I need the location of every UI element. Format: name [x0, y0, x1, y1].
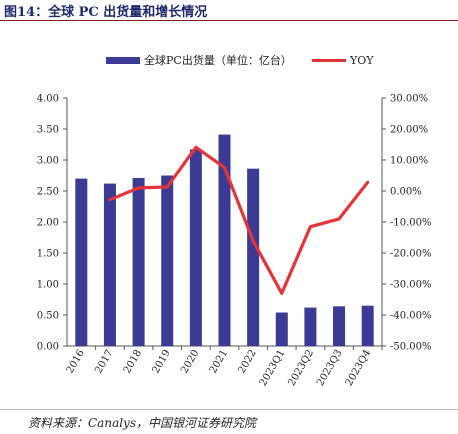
right-tick-label: -20.00% [390, 249, 432, 260]
legend-label-shipments: 全球PC出货量（单位：亿台） [144, 53, 292, 67]
x-tick-label: 2020 [179, 348, 201, 376]
x-tick-label: 2021 [208, 348, 230, 376]
bar-2021 [218, 134, 231, 346]
x-tick-label: 2023Q2 [286, 348, 316, 388]
x-tick-label: 2023Q4 [344, 348, 374, 388]
left-tick-label: 0.50 [37, 311, 59, 322]
bar-2022 [247, 168, 260, 346]
figure-title: 图14：全球 PC 出货量和增长情况 [4, 5, 208, 20]
x-tick-label: 2016 [65, 348, 87, 376]
bar-2023Q3 [333, 306, 346, 346]
figure-header: 图14：全球 PC 出货量和增长情况 [0, 0, 458, 21]
source-note: 资料来源：Canalys，中国银河证券研究院 [28, 416, 256, 430]
left-tick-label: 1.00 [37, 280, 59, 291]
left-tick-label: 2.00 [37, 218, 59, 229]
x-tick-label: 2023Q1 [258, 348, 288, 388]
bar-2020 [189, 149, 202, 346]
right-tick-label: 20.00% [390, 125, 428, 136]
right-tick-label: -50.00% [390, 342, 432, 353]
x-tick-label: 2023Q3 [315, 348, 345, 388]
right-tick-label: -10.00% [390, 218, 432, 229]
yoy-line [108, 145, 370, 295]
right-tick-label: 30.00% [390, 94, 428, 105]
bar-2023Q4 [361, 305, 374, 346]
left-tick-label: 4.00 [37, 94, 59, 105]
right-tick-label: -40.00% [390, 311, 432, 322]
yoy-line-series [108, 145, 370, 295]
x-tick-label: 2019 [151, 348, 173, 376]
left-tick-label: 3.00 [37, 156, 59, 167]
chart-axes: 0.00 0.50 1.00 1.50 2.00 2.50 3.00 3.50 4.00 -50.… [37, 94, 432, 353]
chart-legend: 全球PC出货量（单位：亿台） YOY [106, 53, 374, 67]
pc-shipments-chart: 全球PC出货量（单位：亿台） YOY 0.00 0.50 1.00 1.50 2.00 2… [37, 53, 432, 388]
left-tick-label: 3.50 [37, 125, 59, 136]
left-tick-label: 2.50 [37, 187, 59, 198]
x-tick-label: 2018 [122, 348, 144, 376]
left-tick-label: 0.00 [37, 342, 59, 353]
x-tick-label: 2022 [236, 348, 258, 376]
source-divider [0, 409, 458, 410]
left-tick-label: 1.50 [37, 249, 59, 260]
title-divider [0, 20, 458, 21]
bar-2019 [161, 175, 174, 346]
right-tick-label: 10.00% [390, 156, 428, 167]
bar-2023Q2 [304, 307, 317, 346]
x-tick-label: 2017 [93, 348, 115, 376]
bar-2018 [132, 177, 145, 346]
x-axis-labels: 2016 2017 2018 2019 2020 2021 2022 2023Q1 2023Q2… [65, 346, 383, 388]
legend-swatch-shipments [106, 57, 140, 64]
bar-2023Q1 [275, 312, 288, 346]
right-tick-label: 0.00% [390, 187, 422, 198]
legend-label-yoy: YOY [349, 54, 374, 67]
bar-2016 [75, 178, 88, 346]
bar-2017 [103, 183, 116, 346]
bar-series [75, 134, 374, 346]
right-tick-label: -30.00% [390, 280, 432, 291]
